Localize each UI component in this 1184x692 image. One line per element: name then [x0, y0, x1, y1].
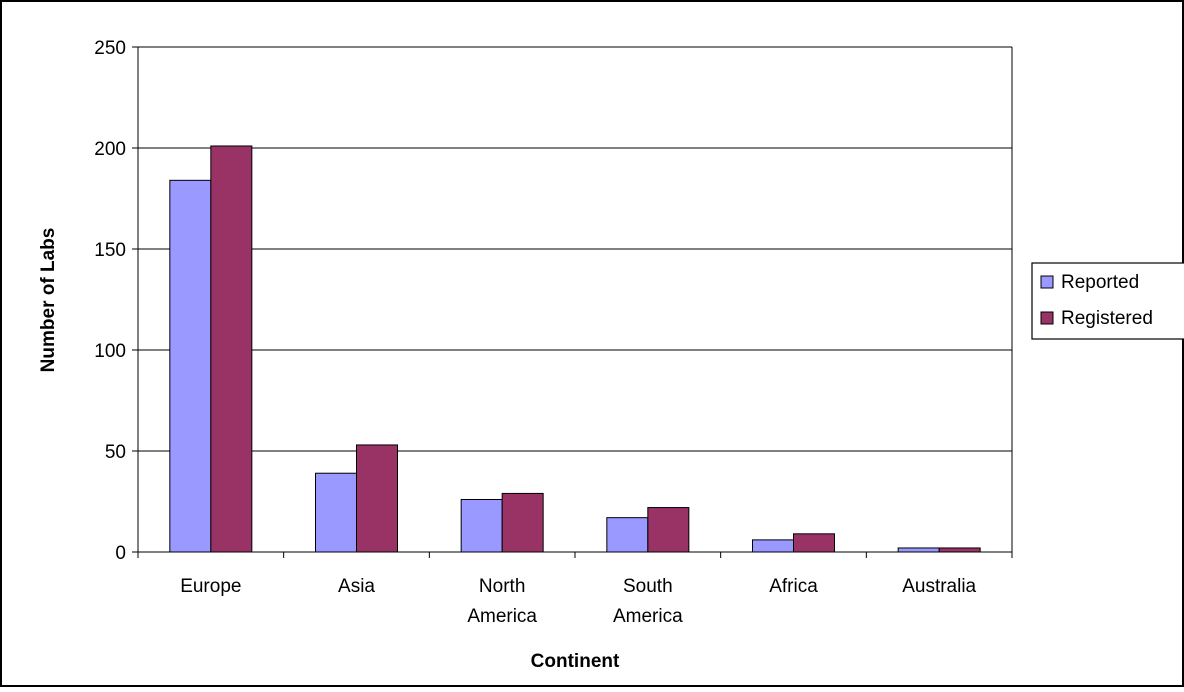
- bar-registered-south-america: [647, 507, 690, 553]
- x-tick-label: America: [613, 606, 683, 627]
- x-axis-title: Continent: [531, 651, 620, 672]
- y-tick-label: 100: [94, 341, 126, 362]
- bar-reported-africa: [752, 539, 794, 553]
- bar-registered-europe: [210, 145, 253, 553]
- bar-reported-south-america: [606, 517, 649, 553]
- y-tick-label: 200: [94, 139, 126, 160]
- legend: Reported Registered: [1031, 262, 1184, 340]
- y-axis-title: Number of Labs: [38, 228, 59, 373]
- bar-registered-asia: [356, 444, 398, 553]
- y-tick-label: 50: [105, 442, 126, 463]
- y-tick-label: 0: [115, 543, 126, 564]
- axes: [132, 46, 1013, 558]
- x-tick-label: South: [623, 576, 673, 597]
- legend-label-registered: Registered: [1061, 308, 1153, 329]
- x-tick-label: Europe: [180, 576, 241, 597]
- bar-reported-europe: [169, 179, 212, 553]
- tick-labels: 0 50 100 150 200 250 Europe Asia North America Sou…: [94, 38, 976, 627]
- legend-swatch-registered: [1040, 311, 1054, 325]
- bar-reported-australia: [897, 547, 940, 553]
- bar-registered-australia: [938, 547, 981, 553]
- bar-reported-asia: [315, 472, 357, 553]
- x-tick-label: North: [479, 576, 525, 597]
- bars: [169, 145, 981, 553]
- bar-registered-africa: [793, 533, 835, 553]
- y-tick-label: 250: [94, 38, 126, 59]
- bar-registered-north-america: [501, 492, 544, 553]
- x-tick-label: Africa: [769, 576, 818, 597]
- gridlines: [138, 46, 1012, 452]
- legend-swatch-reported: [1040, 275, 1054, 289]
- y-tick-label: 150: [94, 240, 126, 261]
- x-tick-label: America: [467, 606, 537, 627]
- bar-reported-north-america: [460, 498, 503, 553]
- x-tick-label: Asia: [338, 576, 375, 597]
- legend-box: [1031, 262, 1184, 340]
- x-tick-label: Australia: [902, 576, 976, 597]
- legend-label-reported: Reported: [1061, 272, 1139, 293]
